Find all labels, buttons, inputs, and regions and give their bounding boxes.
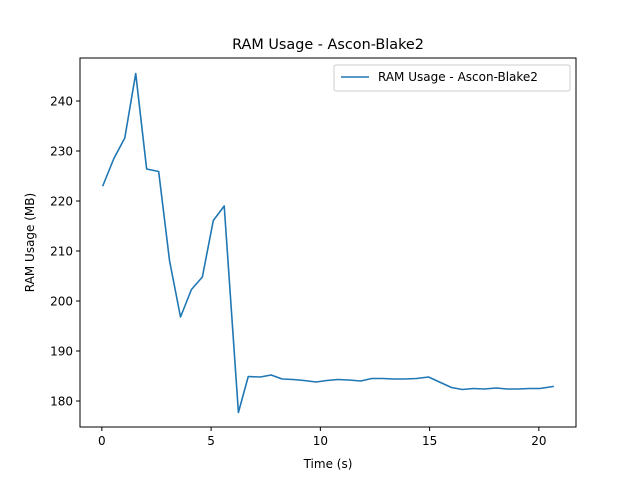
x-tick-label: 10 <box>313 434 328 448</box>
y-tick-label: 200 <box>50 294 73 308</box>
axes-frame <box>79 57 577 428</box>
x-axis-ticks: 0 5 10 15 20 <box>98 427 546 448</box>
x-tick-label: 20 <box>531 434 546 448</box>
x-axis-label: Time (s) <box>303 457 353 471</box>
y-tick-label: 180 <box>50 394 73 408</box>
legend-box <box>333 64 571 92</box>
series-line <box>101 72 554 414</box>
y-tick-label: 240 <box>50 94 73 108</box>
y-axis-label: RAM Usage (MB) <box>23 193 37 292</box>
x-tick-label: 5 <box>207 434 215 448</box>
y-tick-label: 210 <box>50 244 73 258</box>
y-tick-label: 220 <box>50 194 73 208</box>
series-layer <box>101 72 554 414</box>
chart-title: RAM Usage - Ascon-Blake2 <box>232 37 424 53</box>
legend-label: RAM Usage - Ascon-Blake2 <box>378 70 538 84</box>
x-tick-label: 15 <box>422 434 437 448</box>
legend: RAM Usage - Ascon-Blake2 <box>333 64 571 92</box>
y-tick-label: 230 <box>50 144 73 158</box>
y-tick-label: 190 <box>50 344 73 358</box>
x-tick-label: 0 <box>98 434 106 448</box>
y-axis-ticks: 180 190 200 210 220 230 240 <box>50 94 80 408</box>
